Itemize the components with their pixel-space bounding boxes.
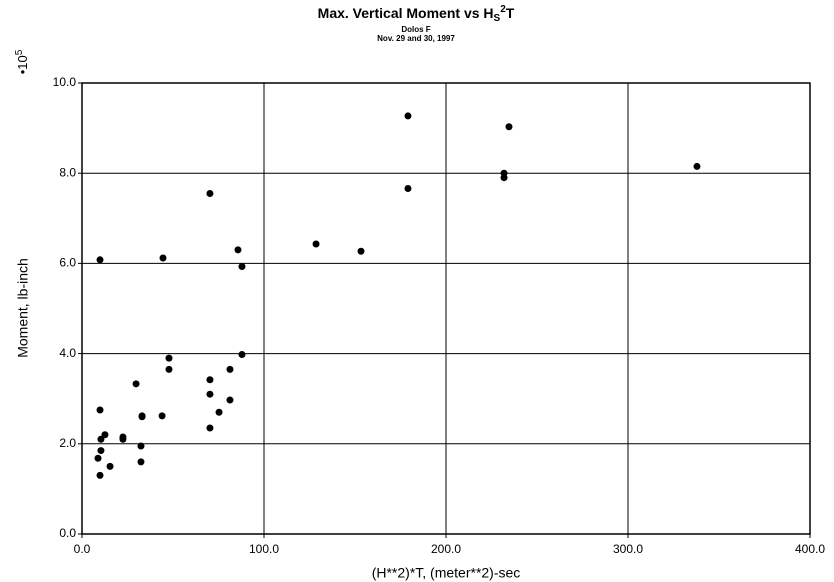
point	[238, 263, 246, 271]
point	[137, 442, 145, 450]
point	[132, 380, 140, 388]
point	[238, 351, 246, 359]
point	[357, 247, 365, 255]
point	[206, 390, 214, 398]
chart-title: Max. Vertical Moment vs HS2T	[318, 4, 515, 24]
x-axis-label: (H**2)*T, (meter**2)-sec	[372, 565, 521, 581]
y-tick-label: 0.0	[59, 526, 76, 540]
y-tick-label: 2.0	[59, 436, 76, 450]
point	[206, 376, 214, 384]
point	[404, 112, 412, 120]
point	[505, 123, 513, 131]
point	[137, 458, 145, 466]
x-tick-label: 300.0	[613, 542, 643, 556]
subtitle: Nov. 29 and 30, 1997	[377, 34, 455, 43]
point	[96, 256, 104, 264]
point	[94, 454, 102, 462]
point	[106, 462, 114, 470]
point	[226, 396, 234, 404]
point	[165, 365, 173, 373]
point	[158, 412, 166, 420]
x-tick-label: 100.0	[249, 542, 279, 556]
point	[206, 189, 214, 197]
y-tick-label: 10.0	[53, 75, 77, 89]
point	[165, 354, 173, 362]
point	[97, 447, 105, 455]
y-tick-label: 4.0	[59, 346, 76, 360]
point	[119, 435, 127, 443]
point	[234, 246, 242, 254]
point	[226, 365, 234, 373]
x-tick-label: 200.0	[431, 542, 461, 556]
point	[693, 162, 701, 170]
point	[97, 435, 105, 443]
point	[215, 408, 223, 416]
point	[312, 240, 320, 248]
y-tick-label: 6.0	[59, 256, 76, 270]
point	[96, 471, 104, 479]
point	[500, 174, 508, 182]
y-tick-label: 8.0	[59, 165, 76, 179]
y-multiplier: •105	[14, 49, 31, 74]
y-axis-label: Moment, lb-inch	[15, 258, 31, 358]
point	[101, 431, 109, 439]
x-tick-label: 0.0	[74, 542, 91, 556]
x-tick-label: 400.0	[795, 542, 825, 556]
point	[159, 254, 167, 262]
subtitle: Dolos F	[401, 25, 430, 34]
point	[404, 185, 412, 193]
point	[96, 406, 104, 414]
point	[138, 413, 146, 421]
point	[206, 424, 214, 432]
